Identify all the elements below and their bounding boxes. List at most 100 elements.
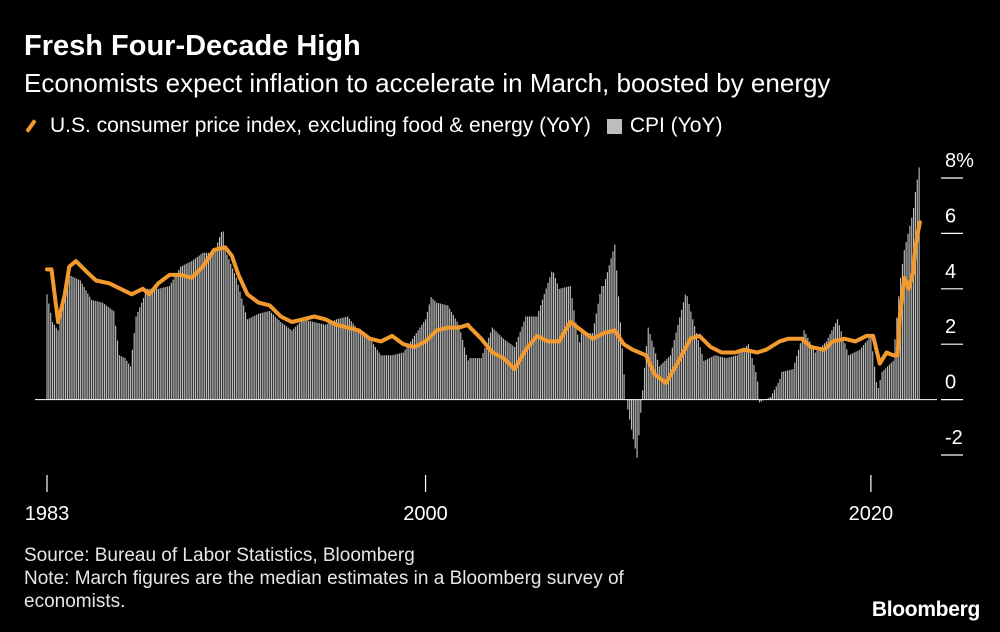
cpi-bar — [449, 308, 451, 400]
cpi-bar — [326, 323, 328, 400]
source-note: Source: Bureau of Labor Statistics, Bloo… — [24, 544, 624, 613]
cpi-bar — [426, 311, 428, 400]
cpi-bar — [849, 354, 852, 400]
cpi-bar — [419, 327, 421, 400]
cpi-bar — [376, 349, 378, 400]
cpi-bar — [248, 318, 250, 400]
cpi-bar — [515, 341, 518, 400]
cpi-bar — [141, 302, 143, 400]
cpi-bar — [343, 317, 345, 400]
cpi-bar — [870, 335, 872, 400]
cpi-bar — [881, 371, 883, 400]
cpi-bar — [471, 358, 473, 400]
cpi-bar — [486, 342, 488, 400]
core-cpi-line — [45, 220, 922, 385]
cpi-bar — [397, 353, 399, 400]
cpi-bar — [53, 324, 55, 400]
cpi-bar — [892, 360, 894, 400]
cpi-bar — [456, 321, 458, 400]
cpi-bar — [558, 288, 560, 400]
cpi-bar — [116, 340, 119, 400]
cpi-bar — [358, 330, 360, 400]
cpi-bar — [777, 382, 779, 400]
cpi-bar — [167, 286, 169, 400]
cpi-bar — [814, 352, 816, 400]
cpi-bar — [103, 304, 106, 400]
cpi-bar — [916, 179, 918, 400]
cpi-bar — [692, 319, 694, 400]
cpi-bar — [911, 217, 913, 400]
cpi-bar — [747, 344, 749, 400]
cpi-bar — [302, 319, 304, 400]
cpi-bar — [783, 371, 785, 400]
cpi-bar — [295, 326, 297, 400]
cpi-bar — [517, 336, 519, 400]
cpi-bar — [846, 349, 848, 400]
legend-item-core-cpi: U.S. consumer price index, excluding foo… — [24, 114, 591, 138]
cpi-bar — [395, 354, 397, 400]
cpi-bar — [701, 353, 703, 400]
cpi-bar — [703, 360, 705, 400]
cpi-bar — [853, 352, 855, 400]
cpi-bar — [480, 358, 482, 400]
cpi-bar — [578, 342, 581, 400]
cpi-bar — [439, 303, 441, 400]
cpi-bar — [812, 348, 814, 400]
cpi-bar — [799, 343, 801, 400]
cpi-bar — [371, 341, 373, 400]
cpi-bar — [373, 344, 375, 400]
cpi-bar — [46, 294, 48, 400]
cpi-bar — [165, 286, 167, 400]
cpi-bar — [61, 310, 63, 400]
cpi-bar — [493, 329, 495, 400]
cpi-bar — [406, 346, 408, 400]
cpi-bar — [475, 358, 477, 400]
cpi-bar — [875, 382, 878, 400]
x-tick-label: 2020 — [849, 503, 894, 525]
cpi-bar — [508, 342, 510, 400]
cpi-bar — [746, 346, 748, 400]
cpi-bar — [725, 358, 727, 400]
cpi-bar — [129, 366, 132, 400]
y-tick-label: 8% — [945, 150, 974, 172]
cpi-bar — [551, 271, 553, 400]
cpi-bar — [775, 386, 777, 400]
cpi-bar — [421, 324, 423, 400]
cpi-bar — [222, 231, 224, 400]
cpi-bar — [317, 322, 319, 400]
cpi-bar — [137, 311, 139, 400]
cpi-bar — [729, 357, 731, 400]
cpi-bar — [796, 356, 798, 400]
cpi-bar — [528, 316, 531, 400]
cpi-bar — [901, 263, 904, 400]
cpi-bar — [224, 250, 226, 400]
cpi-bar — [584, 333, 586, 400]
cpi-bar — [133, 333, 135, 400]
cpi-bar — [590, 333, 592, 400]
note-text-line1: Note: March figures are the median estim… — [24, 568, 624, 589]
x-tick-label: 2000 — [403, 503, 448, 525]
cpi-bar — [413, 335, 415, 400]
cpi-bar — [629, 399, 631, 420]
cpi-bar — [573, 310, 575, 400]
cpi-bar — [339, 318, 341, 400]
cpi-bar — [707, 358, 709, 400]
cpi-bar — [424, 319, 427, 400]
cpi-bar — [877, 388, 879, 400]
cpi-bar — [189, 262, 191, 400]
cpi-bar — [627, 399, 629, 410]
cpi-bar — [514, 346, 516, 400]
x-axis: 1983 2000 2020 — [25, 475, 893, 525]
cpi-bar — [760, 399, 762, 402]
cpi-bar — [256, 314, 258, 400]
cpi-bar — [738, 353, 740, 400]
cpi-bar — [534, 316, 536, 400]
cpi-bar — [638, 399, 640, 436]
cpi-bar — [220, 232, 222, 400]
cpi-bar — [757, 381, 759, 400]
cpi-bar — [113, 310, 115, 400]
cpi-bar — [586, 333, 588, 400]
cpi-bar — [257, 313, 260, 400]
cpi-bar — [779, 378, 781, 400]
cpi-bar — [63, 299, 65, 400]
